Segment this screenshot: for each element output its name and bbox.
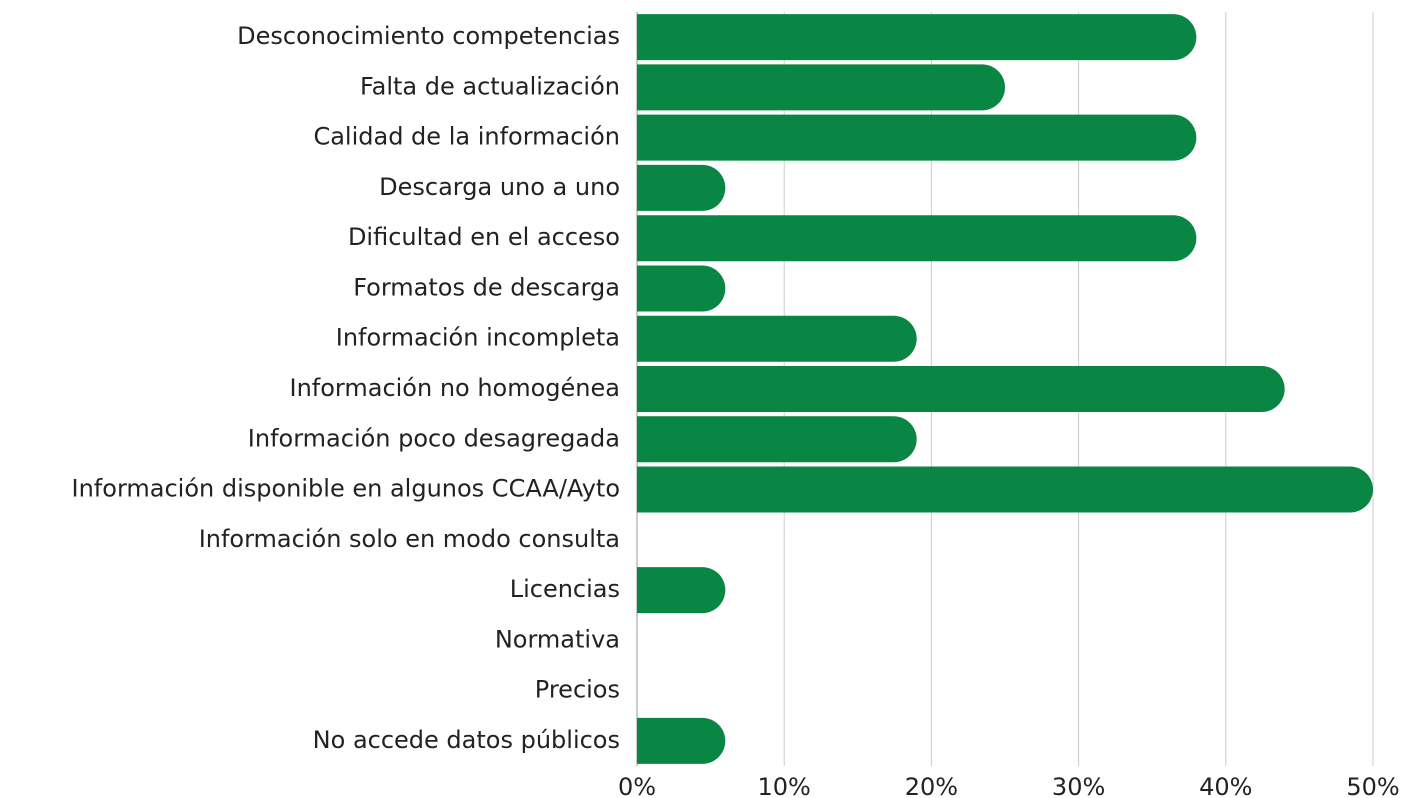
- bar: [637, 416, 917, 463]
- y-tick-label: Información solo en modo consulta: [199, 525, 620, 553]
- y-tick-label: Desconocimiento competencias: [237, 22, 620, 50]
- y-tick-label: No accede datos públicos: [313, 726, 620, 754]
- bar: [637, 717, 726, 764]
- x-tick-label: 30%: [1052, 773, 1105, 798]
- bar: [637, 164, 726, 211]
- x-tick-label: 40%: [1199, 773, 1252, 798]
- bar: [637, 567, 726, 614]
- x-tick-label: 50%: [1346, 773, 1399, 798]
- x-tick-label: 20%: [905, 773, 958, 798]
- bar: [637, 64, 1005, 111]
- y-tick-label: Información disponible en algunos CCAA/A…: [72, 475, 620, 503]
- y-tick-label: Precios: [535, 676, 620, 704]
- bar: [637, 14, 1197, 61]
- bar: [637, 114, 1197, 161]
- y-tick-label: Información incompleta: [336, 324, 620, 352]
- y-tick-label: Formatos de descarga: [353, 273, 620, 301]
- y-tick-label: Descarga uno a uno: [379, 173, 620, 201]
- y-tick-label: Dificultad en el acceso: [348, 223, 620, 251]
- bar: [637, 215, 1197, 262]
- y-tick-label: Falta de actualización: [360, 72, 620, 100]
- x-tick-label: 0%: [618, 773, 656, 798]
- bar: [637, 466, 1373, 513]
- bar: [637, 366, 1285, 412]
- y-tick-label: Normativa: [495, 625, 620, 653]
- bar: [637, 265, 726, 312]
- bar: [637, 315, 917, 362]
- y-tick-label: Información no homogénea: [289, 374, 620, 402]
- y-tick-label: Calidad de la información: [313, 123, 620, 151]
- y-tick-label: Información poco desagregada: [248, 424, 620, 452]
- x-tick-label: 10%: [758, 773, 811, 798]
- y-tick-label: Licencias: [510, 575, 620, 603]
